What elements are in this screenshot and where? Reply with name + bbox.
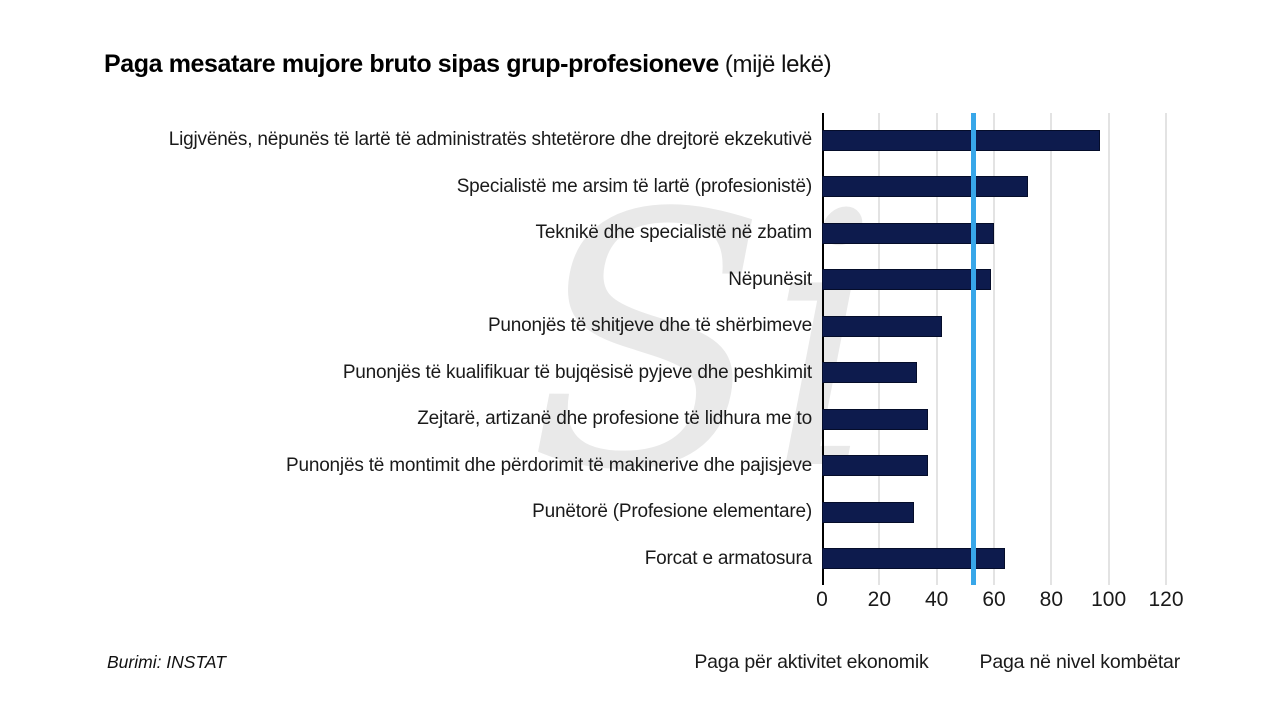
chart-title: Paga mesatare mujore bruto sipas grup-pr… [104,50,832,79]
bar [822,129,1101,151]
legend-item-national-level: Paga në nivel kombëtar [955,651,1181,674]
category-label: Nëpunësit [728,268,812,290]
category-label: Zejtarë, artizanë dhe profesione të lidh… [417,408,812,430]
navy-dot-icon [669,655,684,670]
bar [822,455,929,477]
x-tick-label: 120 [1148,588,1184,611]
category-label: Punonjës të shitjeve dhe të shërbimeve [487,315,812,337]
y-axis-line [822,113,824,585]
gridline [935,113,938,585]
x-tick-label: 80 [1039,588,1063,611]
source-note: Burimi: INSTAT [107,652,226,672]
x-tick-label: 40 [924,588,949,611]
gridline [1107,113,1110,585]
category-label: Teknikë dhe specialistë në zbatim [535,222,813,244]
bar [822,222,994,244]
gridline [993,113,995,585]
category-label: Punonjës të montimit dhe përdorimit të m… [285,454,812,476]
x-tick-label: 0 [816,588,828,611]
legend-item-economic-activity: Paga për aktivitet ekonomik [669,651,928,674]
x-tick-label: 20 [867,588,891,611]
chart-title-main: Paga mesatare mujore bruto sipas grup-pr… [104,50,719,78]
legend-label: Paga për aktivitet ekonomik [694,651,929,673]
bar [822,548,1006,570]
chart-area: Ligjvënës, nëpunës të lartë të administr… [0,113,1280,585]
legend-label: Paga në nivel kombëtar [979,651,1181,673]
bar [822,408,929,430]
x-tick-label: 60 [982,588,1006,611]
category-label: Punonjës të kualifikuar të bujqësisë pyj… [342,361,812,383]
category-label: Punëtorë (Profesione elementare) [532,501,812,523]
national-average-line [971,113,977,585]
x-tick-label: 100 [1091,588,1127,611]
bar [822,501,914,523]
gridline [1165,113,1167,585]
category-label: Forcat e armatosura [644,547,812,569]
chart-title-unit: (mijë lekë) [724,51,832,78]
blue-dot-icon [955,655,970,670]
bar [822,176,1029,198]
bar [822,315,943,337]
instat-watermark-glyph: Si [528,139,880,547]
legend: Paga për aktivitet ekonomik Paga në nive… [669,651,1180,674]
x-axis-tick-labels: 0 20 40 60 80 100 120 [0,588,1280,614]
bar [822,362,917,384]
bar [822,269,992,291]
gridline [1050,113,1053,585]
gridline [878,113,881,585]
category-label: Specialistë me arsim të lartë (profesion… [456,175,813,197]
category-label: Ligjvënës, nëpunës të lartë të administr… [168,129,812,151]
